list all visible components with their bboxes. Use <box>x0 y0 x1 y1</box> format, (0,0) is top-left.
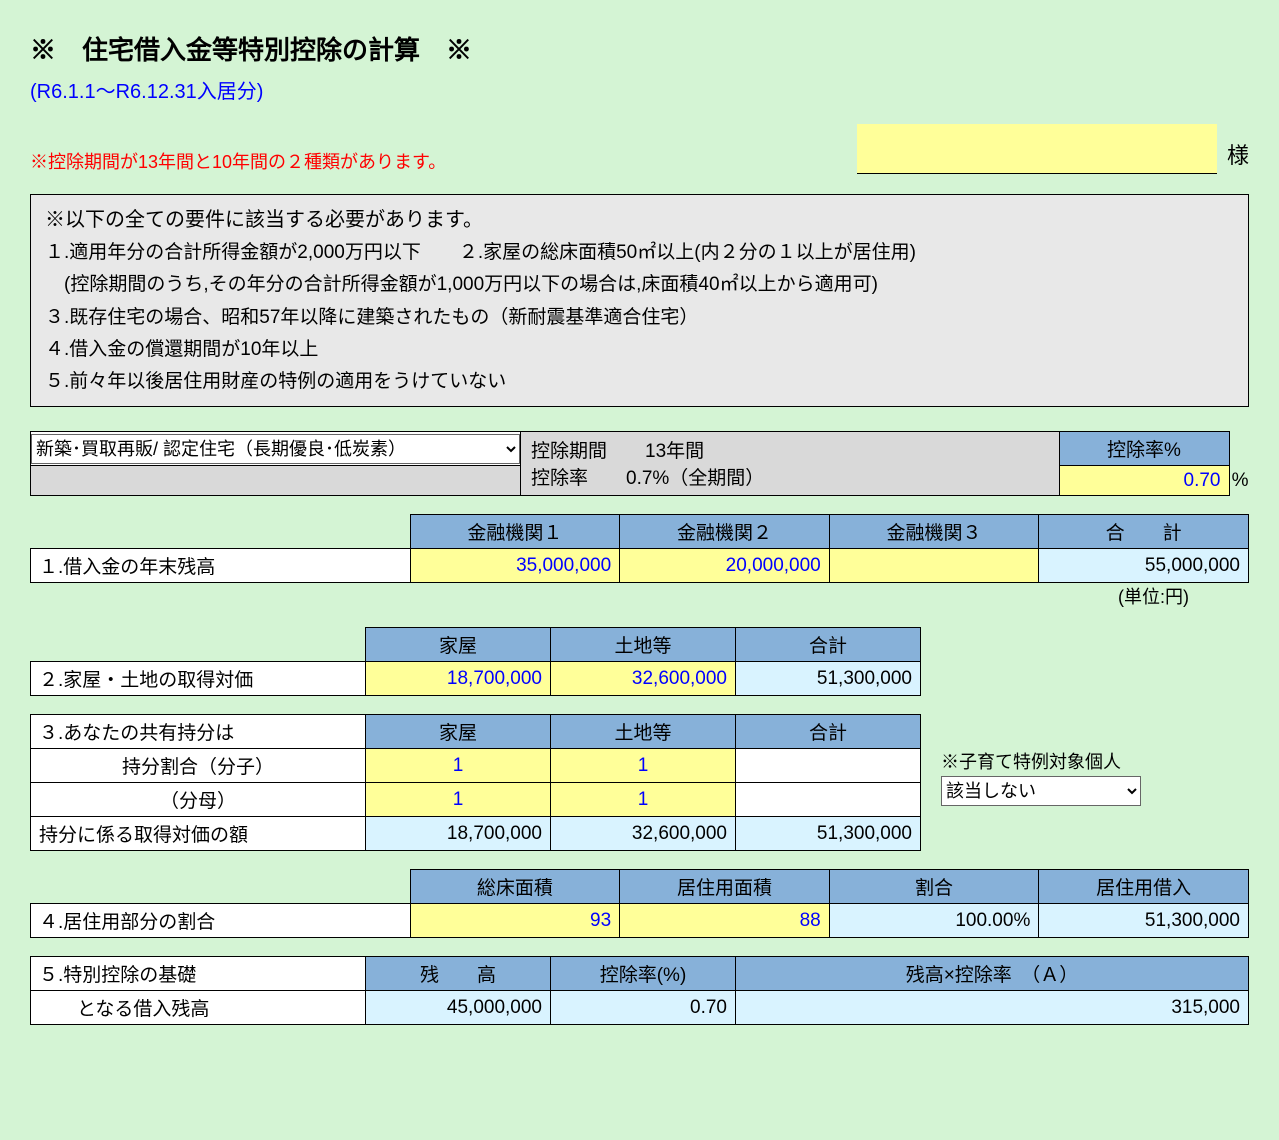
col-header: 金融機関３ <box>829 515 1039 549</box>
row-label: １.借入金の年末残高 <box>31 549 411 583</box>
col-header: 金融機関１ <box>410 515 620 549</box>
row-label: ５.特別控除の基礎 <box>31 957 366 991</box>
row-label: ２.家屋・土地の取得対価 <box>31 662 366 696</box>
deduction-period: 控除期間 13年間 <box>531 436 1049 463</box>
share-amount-label: 持分に係る取得対価の額 <box>31 817 366 851</box>
col-header: 家屋 <box>366 628 551 662</box>
share-den-land[interactable]: 1 <box>551 783 736 817</box>
share-amount-total: 51,300,000 <box>736 817 921 851</box>
page-title: ※ 住宅借入金等特別控除の計算 ※ <box>30 30 1249 67</box>
residential-area[interactable]: 88 <box>620 904 830 938</box>
childcare-note: ※子育て特例対象個人 <box>941 748 1141 774</box>
share-amount-land: 32,600,000 <box>551 817 736 851</box>
req-line: ３.既存住宅の場合、昭和57年以降に建築されたもの（新耐震基準適合住宅） <box>45 302 1234 334</box>
share-num-house[interactable]: 1 <box>366 749 551 783</box>
req-header: ※以下の全ての要件に該当する必要があります。 <box>45 203 1234 237</box>
denominator-label: （分母） <box>31 783 366 817</box>
pct-label: % <box>1228 470 1249 492</box>
row-label-cont: となる借入残高 <box>31 991 366 1025</box>
req-line: １.適用年分の合計所得金額が2,000万円以下 ２.家屋の総床面積50㎡以上(内… <box>45 237 1234 269</box>
rate-value: 0.70 <box>1184 470 1221 491</box>
col-header: 合 計 <box>1039 515 1249 549</box>
col-header: 土地等 <box>551 628 736 662</box>
base-balance: 45,000,000 <box>366 991 551 1025</box>
total-floor-area[interactable]: 93 <box>410 904 620 938</box>
col-header: 割合 <box>829 870 1039 904</box>
req-line: ４.借入金の償還期間が10年以上 <box>45 334 1234 366</box>
col-header: 合計 <box>736 628 921 662</box>
col-header: 居住用借入 <box>1039 870 1249 904</box>
col-header: 総床面積 <box>410 870 620 904</box>
price-total: 51,300,000 <box>736 662 921 696</box>
residential-loan: 51,300,000 <box>1039 904 1249 938</box>
requirements-box: ※以下の全ての要件に該当する必要があります。 １.適用年分の合計所得金額が2,0… <box>30 194 1249 407</box>
name-input[interactable] <box>857 124 1217 174</box>
col-header: 控除率(%) <box>551 957 736 991</box>
req-line: (控除期間のうち,その年分の合計所得金額が1,000万円以下の場合は,床面積40… <box>45 269 1234 301</box>
page-subtitle: (R6.1.1～R6.12.31入居分) <box>30 75 1249 104</box>
deduction-rate-text: 控除率 0.7%（全期間） <box>531 463 1049 490</box>
housing-type-select[interactable]: 新築･買取再販/ 認定住宅（長期優良･低炭素） <box>31 434 520 464</box>
row-label: ３.あなたの共有持分は <box>31 715 366 749</box>
share-den-house[interactable]: 1 <box>366 783 551 817</box>
numerator-label: 持分割合（分子） <box>31 749 366 783</box>
unit-label: (単位:円) <box>30 583 1249 609</box>
rate-header: 控除率% <box>1059 432 1229 466</box>
share-amount-house: 18,700,000 <box>366 817 551 851</box>
col-header: 家屋 <box>366 715 551 749</box>
childcare-select[interactable]: 該当しない <box>941 776 1141 806</box>
sama-label: 様 <box>1227 138 1249 170</box>
loan-balance-1[interactable]: 35,000,000 <box>410 549 620 583</box>
base-rate: 0.70 <box>551 991 736 1025</box>
col-header: 居住用面積 <box>620 870 830 904</box>
period-note: ※控除期間が13年間と10年間の２種類があります。 <box>30 148 446 174</box>
col-header: 残 高 <box>366 957 551 991</box>
house-price[interactable]: 18,700,000 <box>366 662 551 696</box>
row-label: ４.居住用部分の割合 <box>31 904 411 938</box>
land-price[interactable]: 32,600,000 <box>551 662 736 696</box>
req-line: ５.前々年以後居住用財産の特例の適用をうけていない <box>45 366 1234 398</box>
col-header: 合計 <box>736 715 921 749</box>
loan-balance-total: 55,000,000 <box>1039 549 1249 583</box>
loan-balance-2[interactable]: 20,000,000 <box>620 549 830 583</box>
col-header: 残高×控除率 （Ａ） <box>736 957 1249 991</box>
loan-balance-3[interactable] <box>829 549 1039 583</box>
share-num-land[interactable]: 1 <box>551 749 736 783</box>
residential-ratio: 100.00% <box>829 904 1039 938</box>
col-header: 金融機関２ <box>620 515 830 549</box>
deduction-amount: 315,000 <box>736 991 1249 1025</box>
col-header: 土地等 <box>551 715 736 749</box>
